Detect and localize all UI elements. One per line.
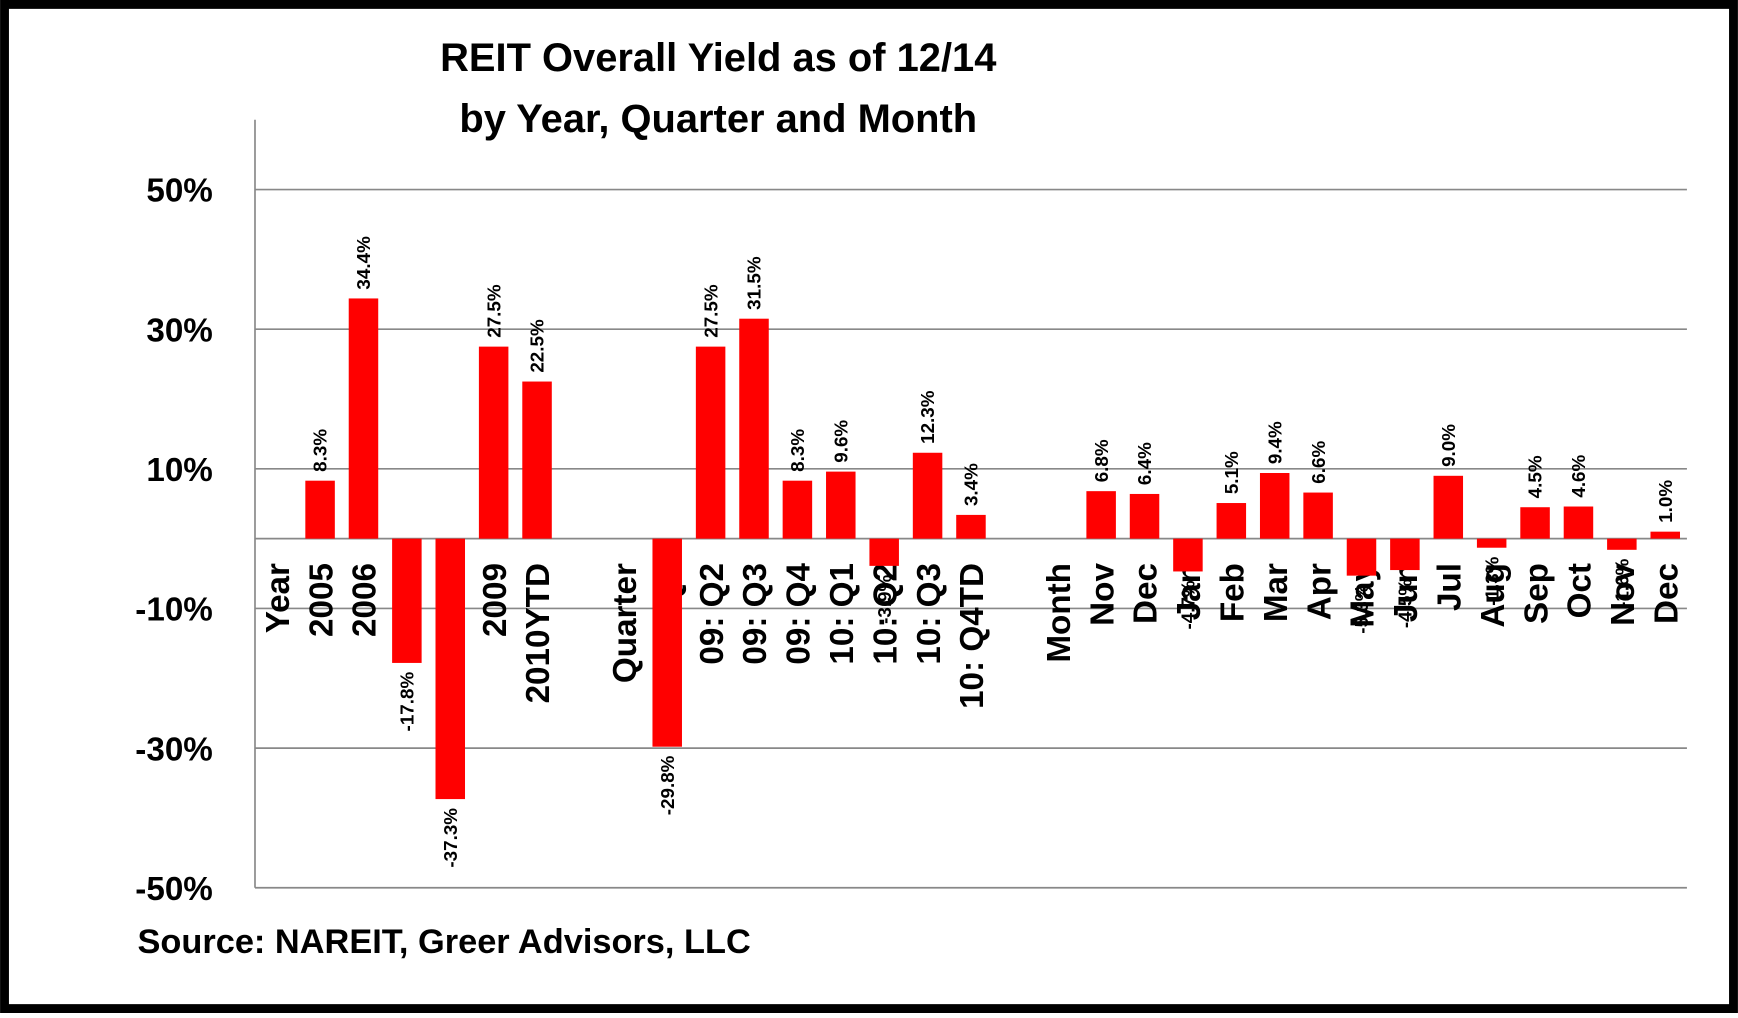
bar (435, 538, 466, 800)
bar (392, 538, 422, 663)
bar (912, 452, 943, 539)
data-label: -4.7% (1178, 580, 1199, 629)
x-tick-label: Oct (1562, 563, 1599, 618)
x-tick-label: 2005 (303, 563, 340, 637)
data-label: -1.3% (1481, 556, 1502, 605)
x-tick-label: Feb (1215, 563, 1252, 622)
bar (1433, 475, 1464, 539)
y-tick-label: 50% (146, 173, 213, 210)
y-tick-label: 30% (146, 312, 213, 349)
data-label: 9.4% (1264, 421, 1285, 464)
x-tick-label: Jul (1431, 563, 1468, 611)
bar (305, 480, 335, 539)
x-tick-label: Month (1041, 563, 1078, 663)
x-tick-label: 09: Q2 (694, 563, 731, 665)
bar (348, 298, 379, 539)
bar (1607, 538, 1637, 550)
x-tick-label: 10: Q3 (911, 563, 948, 665)
bar (869, 538, 899, 566)
data-label: 8.3% (787, 429, 808, 472)
x-tick-label: Jun (1388, 563, 1425, 622)
bar (956, 514, 986, 539)
bar (1259, 473, 1290, 539)
bar (652, 538, 682, 747)
data-label: -3.9% (874, 574, 895, 623)
x-tick-label: 2010YTD (520, 563, 557, 703)
x-tick-label: 09: Q3 (737, 563, 774, 665)
x-tick-label: Jan (1171, 563, 1208, 620)
y-tick-label: -10% (135, 592, 213, 629)
data-label: -5.3% (1351, 584, 1372, 633)
data-label: 34.4% (353, 236, 374, 290)
x-tick-label: Quarter (607, 563, 644, 683)
data-label: 6.6% (1308, 441, 1329, 484)
x-tick-label: Dec (1648, 563, 1685, 624)
chart-title: by Year, Quarter and Month (459, 97, 977, 141)
data-label: 3.4% (961, 463, 982, 506)
data-label: -1.6% (1611, 558, 1632, 607)
y-tick-label: -50% (135, 871, 213, 908)
data-label: 4.5% (1525, 455, 1546, 498)
x-tick-label: Dec (1128, 563, 1165, 624)
data-label: 31.5% (744, 256, 765, 310)
bar (782, 480, 813, 539)
bar (826, 471, 856, 539)
data-label: 12.3% (917, 390, 938, 444)
bar (1086, 491, 1116, 539)
source-note: Source: NAREIT, Greer Advisors, LLC (138, 923, 751, 961)
x-tick-label: Aug (1475, 563, 1512, 628)
data-label: 27.5% (700, 284, 721, 338)
x-tick-label: Year (260, 563, 297, 633)
x-tick-label: Sep (1518, 563, 1555, 624)
y-tick-label: 10% (146, 452, 213, 489)
bar (1520, 507, 1550, 539)
data-label: 27.5% (483, 284, 504, 338)
bar (1129, 493, 1160, 539)
bar (522, 381, 552, 539)
x-tick-label: Nov (1605, 563, 1642, 626)
bar (1216, 503, 1247, 539)
x-tick-label: 10: Q2 (867, 563, 904, 665)
bar (478, 346, 509, 539)
data-label: -17.8% (397, 672, 418, 732)
bar (695, 346, 726, 539)
x-tick-label: 10: Q4TD (954, 563, 991, 709)
x-tick-label: 2009 (477, 563, 514, 637)
bar (1346, 538, 1377, 576)
bar (1173, 538, 1203, 572)
data-label: 6.8% (1091, 439, 1112, 482)
data-label: 8.3% (310, 429, 331, 472)
y-tick-label: -30% (135, 731, 213, 768)
data-label: 4.6% (1568, 454, 1589, 497)
data-label: 1.0% (1655, 480, 1676, 523)
x-tick-label: Nov (1084, 563, 1121, 626)
x-tick-label: Mar (1258, 563, 1295, 622)
data-label: -37.3% (440, 808, 461, 868)
bar (1390, 538, 1420, 571)
x-tick-label: 2006 (347, 563, 384, 637)
bar (1476, 538, 1507, 548)
x-tick-label: 10: Q1 (824, 563, 861, 665)
bar (1563, 506, 1594, 539)
chart-title: REIT Overall Yield as of 12/14 (440, 36, 996, 80)
bar (739, 318, 769, 539)
data-label: 5.1% (1221, 451, 1242, 494)
data-label: 22.5% (527, 319, 548, 373)
x-tick-label: 09: Q4 (781, 563, 818, 665)
x-tick-label: Apr (1301, 563, 1338, 620)
bar (1650, 531, 1680, 539)
bar (1303, 492, 1333, 539)
data-label: -4.5% (1395, 579, 1416, 628)
data-label: 6.4% (1134, 442, 1155, 485)
data-label: 9.6% (830, 420, 851, 463)
data-label: 9.0% (1438, 424, 1459, 467)
data-label: -29.8% (657, 755, 678, 815)
